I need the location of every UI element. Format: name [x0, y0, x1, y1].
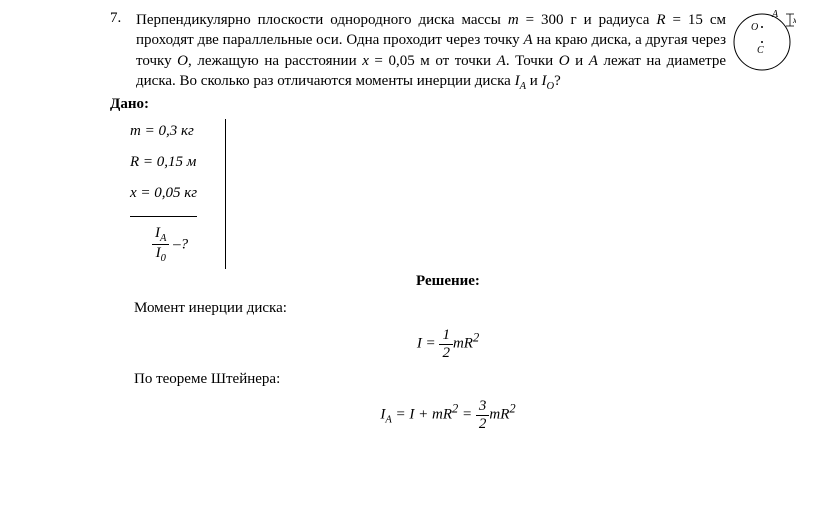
point-A: A [497, 53, 506, 69]
given-label: Дано: [110, 96, 786, 113]
divider [130, 216, 197, 217]
point-C-dot [761, 41, 763, 43]
sub-O: O [547, 81, 555, 92]
label-C: C [757, 45, 764, 56]
sub-A: A [160, 233, 166, 244]
point-O: O [559, 53, 570, 69]
point-O-dot [761, 26, 763, 28]
problem-number: 7. [110, 10, 130, 27]
given-m: m = 0,3 кг [130, 123, 197, 140]
text: . Точки [506, 53, 559, 69]
point-O: O [177, 53, 188, 69]
denominator: 2 [439, 345, 453, 362]
point-A: A [589, 53, 598, 69]
text: и [570, 53, 589, 69]
numerator: 3 [476, 398, 490, 416]
superscript: 2 [473, 330, 479, 344]
vertical-divider [225, 119, 226, 269]
text: = 300 г и радиуса [519, 12, 657, 28]
problem-statement: Перпендикулярно плоскости однородного ди… [136, 10, 786, 94]
question-suffix: –? [169, 236, 188, 252]
var-R: R [656, 12, 665, 28]
text: , лежащую на расстоянии [188, 53, 362, 69]
var-m: m [508, 12, 519, 28]
given-block: m = 0,3 кг R = 0,15 м x = 0,05 кг IA I0 … [130, 119, 226, 269]
given-R: R = 0,15 м [130, 154, 197, 171]
eq-part: = I + mR [392, 406, 452, 422]
numerator: 1 [439, 327, 453, 345]
given-x: x = 0,05 кг [130, 185, 197, 202]
rhs: mR [453, 335, 473, 351]
var-x: x [362, 53, 369, 69]
question-line: IA I0 –? [152, 225, 197, 265]
point-A: A [523, 32, 532, 48]
text: и [526, 73, 542, 89]
text: Перпендикулярно плоскости однородного ди… [136, 12, 508, 28]
solution-label: Решение: [110, 273, 786, 290]
solution-text-2: По теореме Штейнера: [134, 371, 786, 388]
eq-part: = [458, 406, 476, 422]
label-x: x [792, 15, 796, 25]
label-A: A [771, 9, 779, 20]
sub-0: 0 [161, 253, 166, 264]
formula-1: I = 1 2 mR2 [110, 327, 786, 361]
formula-2: IA = I + mR2 = 3 2 mR2 [110, 398, 786, 432]
text: = 0,05 м от точки [369, 53, 497, 69]
solution-text-1: Момент инерции диска: [134, 300, 786, 317]
lhs: I = [417, 335, 440, 351]
label-O: O [751, 22, 758, 33]
text: ? [554, 73, 561, 89]
superscript: 2 [509, 401, 515, 415]
disk-diagram: A x O C [732, 8, 796, 74]
denominator: 2 [476, 416, 490, 433]
rhs: mR [489, 406, 509, 422]
